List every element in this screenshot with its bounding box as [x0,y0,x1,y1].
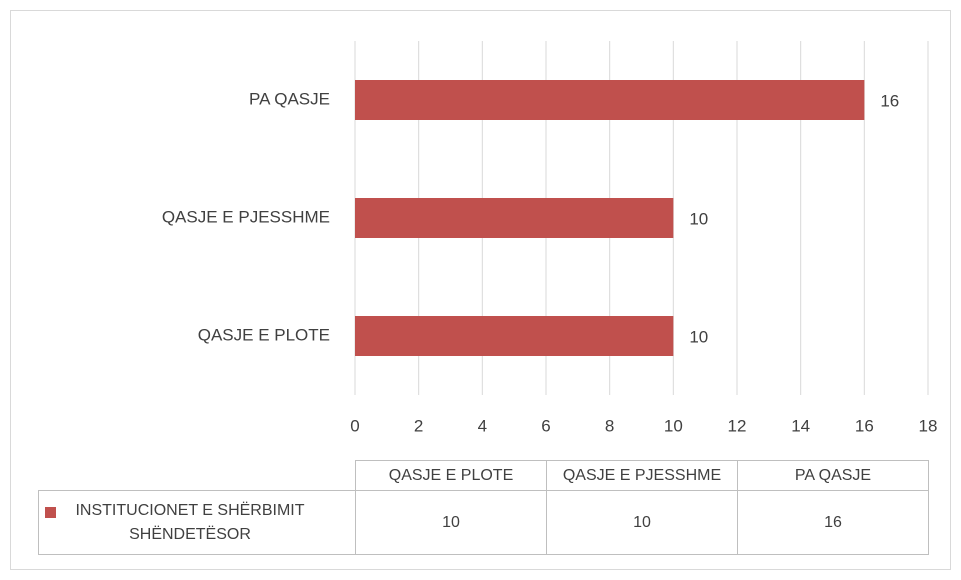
x-tick-label: 18 [919,416,938,435]
table-header-cell: PA QASJE [737,460,929,491]
y-tick-label: QASJE E PLOTE [198,325,330,344]
x-tick-label: 4 [478,416,487,435]
chart-frame [10,10,951,570]
bar [355,80,865,120]
x-tick-label: 2 [414,416,423,435]
y-tick-label: PA QASJE [249,89,330,108]
x-tick-label: 10 [664,416,683,435]
table-header-cell: QASJE E PJESSHME [546,460,738,491]
data-label: 16 [880,91,899,110]
table-legend-cell: INSTITUCIONET E SHËRBIMIT SHËNDETËSOR [38,490,356,555]
table-value-cell: 10 [546,490,738,555]
y-tick-label: QASJE E PJESSHME [162,207,330,226]
bar [355,316,674,356]
x-tick-label: 6 [541,416,550,435]
bar [355,198,674,238]
table-header-cell: QASJE E PLOTE [355,460,547,491]
x-tick-label: 16 [855,416,874,435]
x-tick-label: 12 [728,416,747,435]
x-tick-label: 8 [605,416,614,435]
x-tick-label: 14 [791,416,810,435]
table-value-cell: 16 [737,490,929,555]
legend-label: INSTITUCIONET E SHËRBIMIT SHËNDETËSOR [75,501,305,543]
data-label: 10 [689,209,708,228]
data-label: 10 [689,327,708,346]
x-tick-label: 0 [350,416,359,435]
table-value-cell: 10 [355,490,547,555]
legend-swatch [45,507,56,518]
